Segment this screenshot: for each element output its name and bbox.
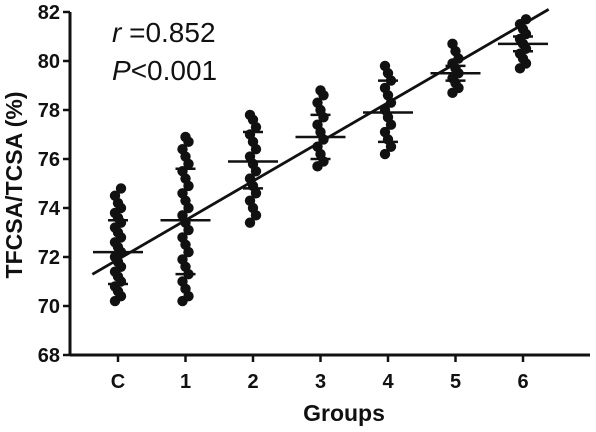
x-tick-label: C <box>111 371 125 393</box>
x-tick-label: 6 <box>517 371 528 393</box>
correlation-annotation: r =0.852 <box>112 17 216 48</box>
y-tick-label: 82 <box>38 2 60 24</box>
regression-line <box>91 8 550 276</box>
x-tick-label: 4 <box>382 371 394 393</box>
x-axis-title: Groups <box>303 400 385 426</box>
r-value: =0.852 <box>121 17 215 48</box>
data-point <box>177 276 188 287</box>
y-tick-label: 72 <box>38 247 60 269</box>
data-point <box>244 217 256 228</box>
mean-sd-bars <box>93 35 548 286</box>
x-tick-label: 5 <box>450 371 461 393</box>
data-point <box>180 131 191 143</box>
data-point <box>312 97 323 108</box>
data-point <box>109 190 121 201</box>
tick-labels: 68 70 72 74 76 78 80 82 C 1 2 3 4 5 6 <box>38 2 529 393</box>
x-tick-label: 2 <box>247 371 258 393</box>
y-tick-label: 76 <box>38 149 60 171</box>
data-point <box>315 85 326 96</box>
p-symbol: P <box>112 55 131 86</box>
y-tick-label: 78 <box>38 100 60 122</box>
data-point <box>379 60 391 72</box>
y-tick-label: 70 <box>38 296 60 318</box>
data-point <box>177 144 188 155</box>
p-value: <0.001 <box>131 55 217 86</box>
y-axis-title: TFCSA/TCSA (%) <box>1 92 27 279</box>
data-point <box>115 183 127 194</box>
data-point <box>379 148 391 160</box>
y-tick-label: 80 <box>38 51 60 73</box>
y-tick-label: 74 <box>38 198 61 220</box>
data-point <box>244 195 256 206</box>
r-symbol: r <box>112 17 123 48</box>
x-tick-label: 3 <box>315 371 326 393</box>
p-value-annotation: P<0.001 <box>112 55 217 86</box>
regression-line-segment <box>91 8 550 276</box>
data-point <box>244 109 256 121</box>
y-tick-label: 68 <box>38 345 60 367</box>
axes <box>63 10 590 362</box>
x-tick-label: 1 <box>180 371 191 393</box>
data-point <box>447 38 458 50</box>
